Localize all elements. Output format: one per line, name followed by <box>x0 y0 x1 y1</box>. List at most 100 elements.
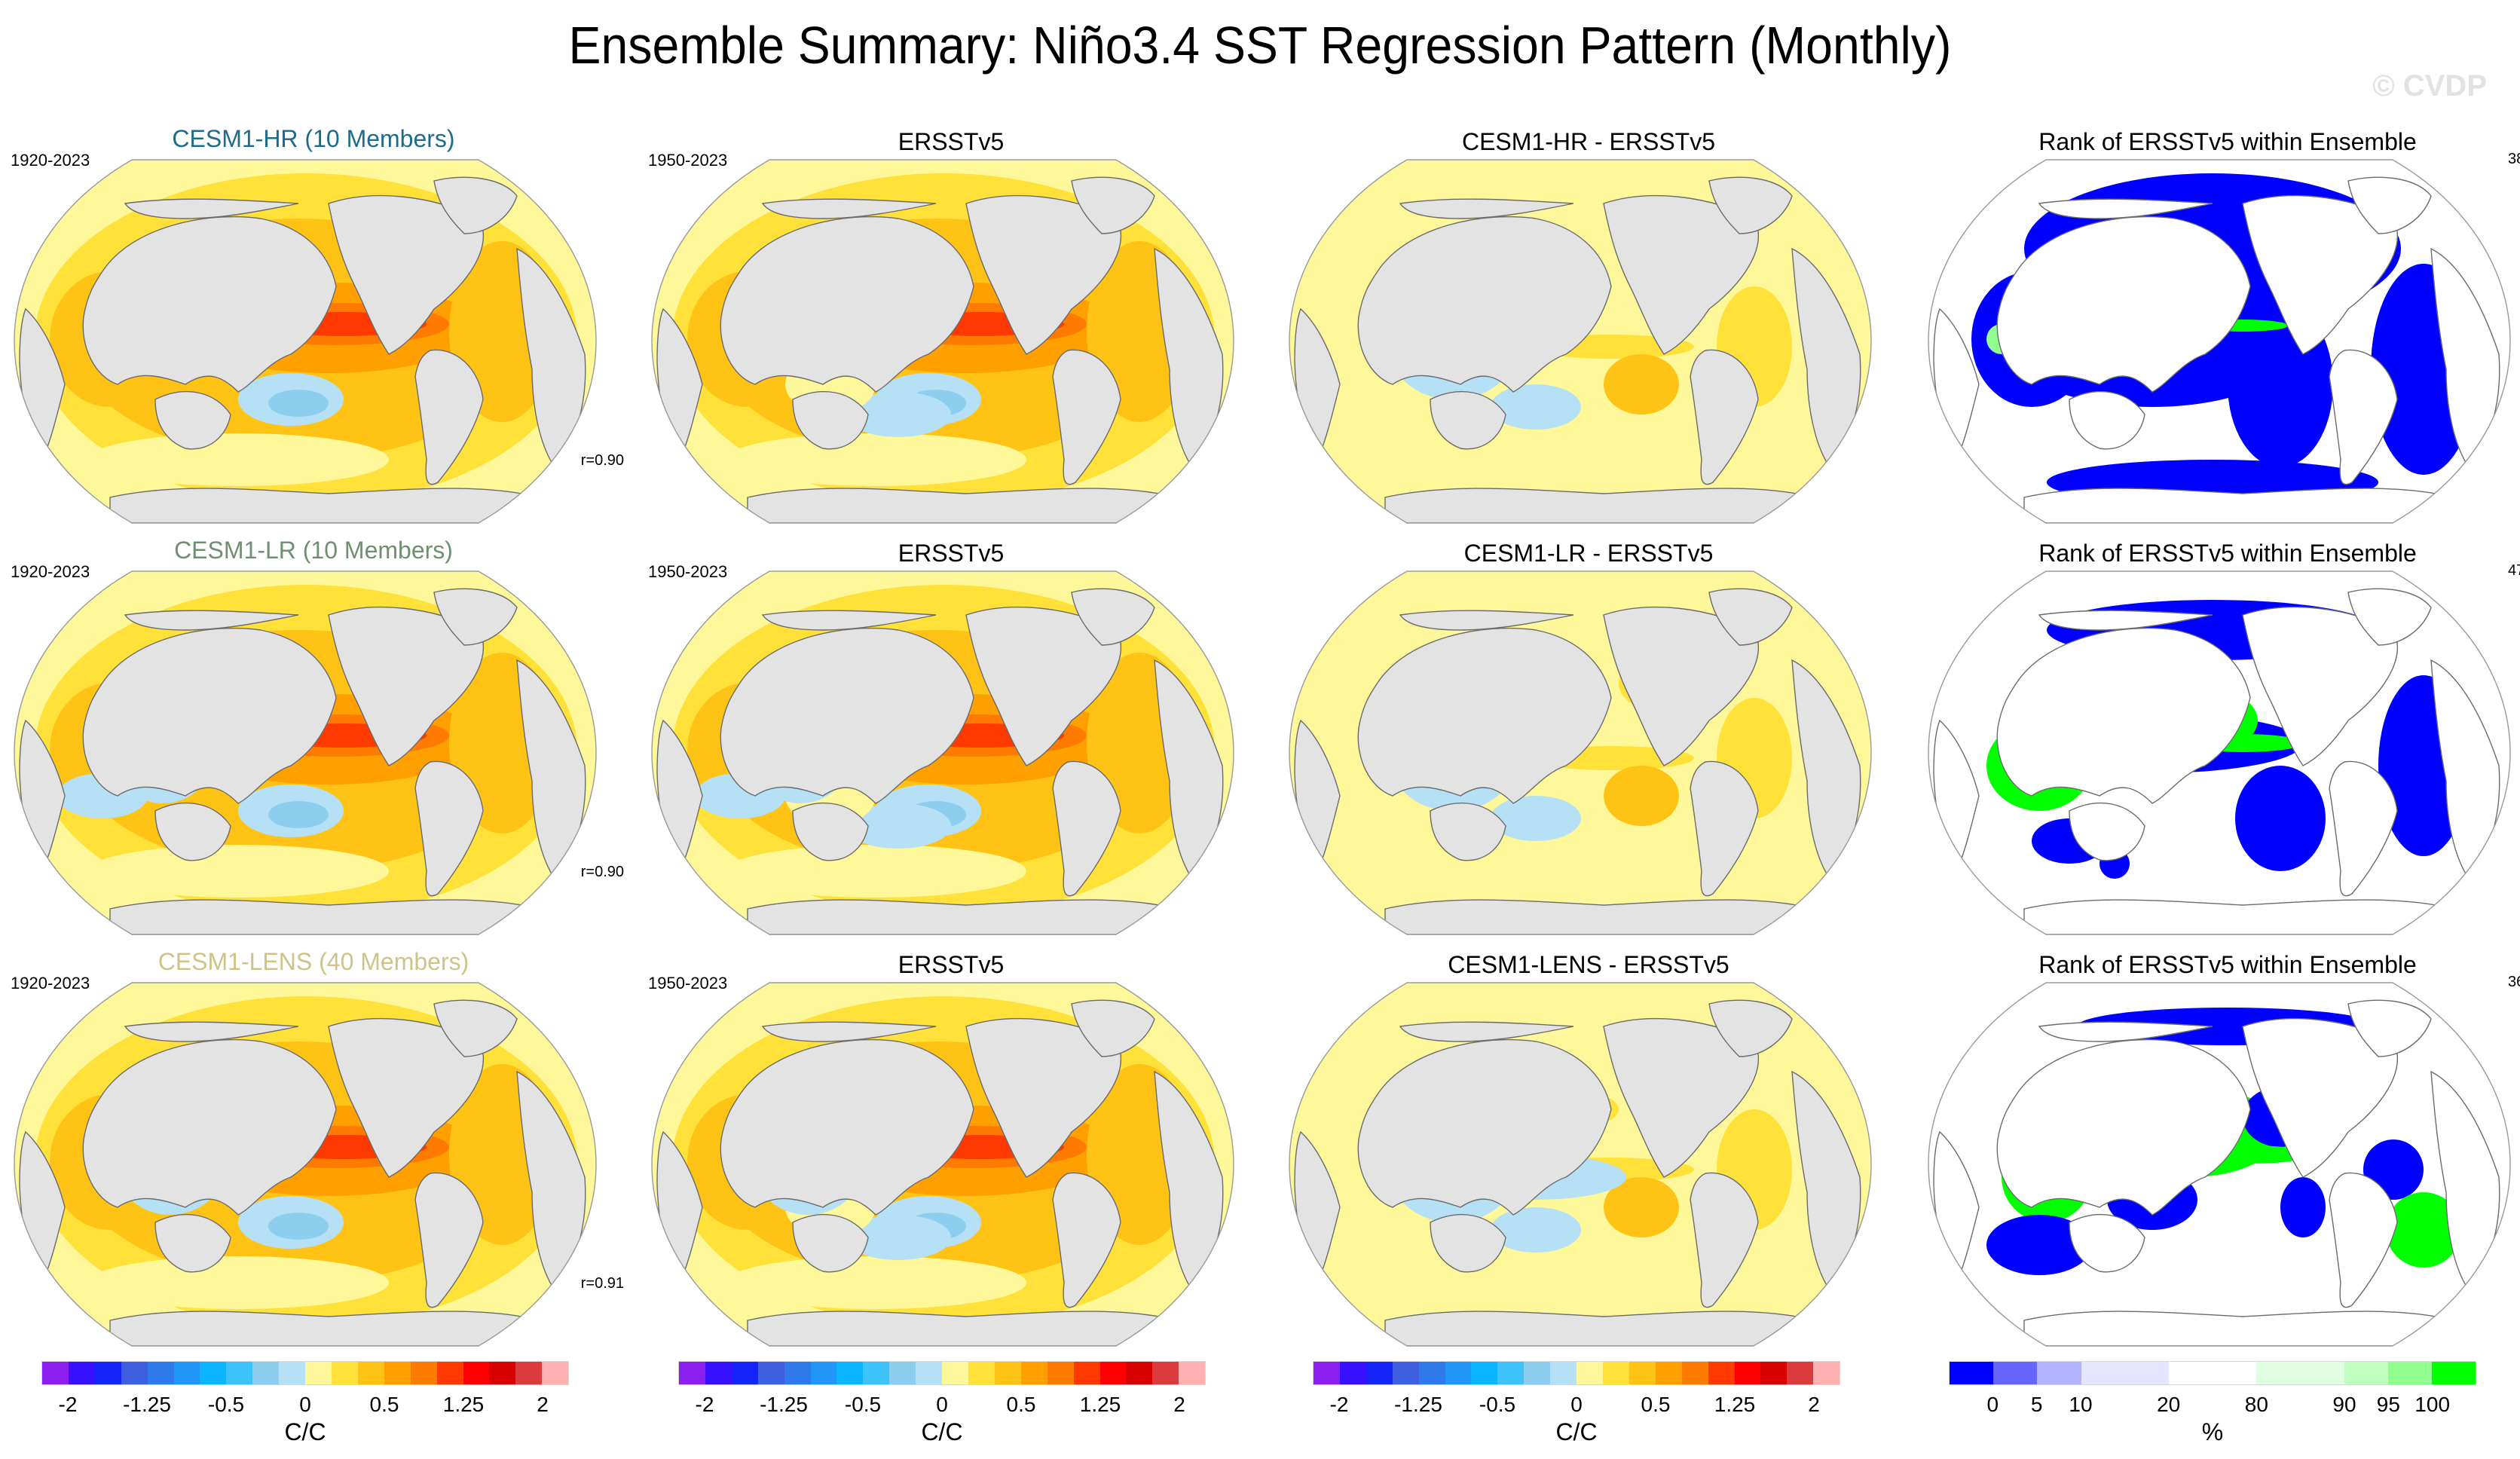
rank-region <box>2280 1177 2326 1237</box>
land-mass <box>2329 760 2398 897</box>
colorbar-box <box>489 1362 516 1384</box>
land-mass <box>414 1172 484 1308</box>
colorbar-unit-label: C/C <box>284 1418 326 1445</box>
land-mass <box>109 899 541 934</box>
colorbar-box <box>1497 1362 1525 1384</box>
colorbar-box <box>1550 1362 1577 1384</box>
colorbar-box <box>2344 1362 2388 1384</box>
land-mass <box>1399 1021 1574 1042</box>
colorbar-tick-label: -1.25 <box>760 1393 808 1416</box>
sst-contour-region <box>725 433 1026 486</box>
land-mass <box>1603 606 1759 766</box>
colorbar-box <box>1020 1362 1047 1384</box>
land-mass <box>792 1213 869 1273</box>
colorbar-box <box>68 1362 95 1384</box>
panel-row2-model: CESM1-LR (10 Members) 1920-2023 r=0.90 <box>11 532 624 939</box>
land-mass <box>2329 1172 2398 1308</box>
colorbar-tick-label: 5 <box>2030 1393 2043 1416</box>
land-mass <box>2023 1311 2455 1346</box>
land-mass <box>109 488 541 523</box>
sst-contour-region <box>1491 796 1581 841</box>
period-label: 1950-2023 <box>648 562 728 581</box>
colorbar-box <box>305 1362 332 1384</box>
land-mass <box>154 390 231 450</box>
sst-contour-region <box>725 845 1026 898</box>
panel-row1-model: CESM1-HR (10 Members) 1920-2023 r=0.90 <box>11 121 624 528</box>
sst-contour-region <box>1604 766 1679 826</box>
land-mass <box>328 194 484 355</box>
colorbar-box <box>679 1362 705 1384</box>
colorbar-box <box>942 1362 968 1384</box>
colorbar-box <box>1418 1362 1445 1384</box>
sst-contour-region <box>725 1256 1026 1309</box>
colorbar-box <box>994 1362 1021 1384</box>
land-mass <box>720 216 974 393</box>
colorbar-box <box>1152 1362 1179 1384</box>
colorbar-tick-label: -2 <box>695 1393 714 1416</box>
colorbar-boxes <box>1313 1361 1840 1385</box>
regression-colorbar: -2 -1.25 -0.5 0 0.5 1.25 2 C/C <box>678 1361 1206 1459</box>
land-mass <box>1708 588 1793 646</box>
land-mass <box>2242 1017 2398 1178</box>
regression-colorbar: -2 -1.25 -0.5 0 0.5 1.25 2 C/C <box>41 1361 569 1459</box>
colorbar-box <box>515 1362 543 1384</box>
land-mass <box>2347 588 2432 646</box>
cvdp-watermark: © CVDP <box>2372 69 2487 102</box>
map-border <box>14 159 597 524</box>
land-mass <box>1603 1017 1759 1178</box>
land-mass <box>1690 760 1759 897</box>
colorbar-box <box>1471 1362 1498 1384</box>
rank-map <box>1928 982 2511 1347</box>
sst-contour-region <box>87 1256 389 1309</box>
colorbar-box <box>1099 1362 1127 1384</box>
colorbar-unit-label: C/C <box>1555 1418 1598 1445</box>
colorbar-boxes <box>678 1361 1206 1385</box>
map-border <box>14 982 597 1347</box>
panel-title: Rank of ERSSTv5 within Ensemble <box>2038 128 2417 155</box>
land-mass <box>433 176 518 234</box>
land-mass <box>1430 1213 1506 1273</box>
colorbar-tick-label: -2 <box>58 1393 78 1416</box>
map-border <box>651 570 1234 935</box>
panel-title: CESM1-HR (10 Members) <box>172 125 455 152</box>
colorbar-tick-label: 0.5 <box>369 1393 399 1416</box>
land-mass <box>1384 1311 1816 1346</box>
land-mass <box>1052 760 1121 897</box>
rank-map <box>1928 159 2511 524</box>
colorbar-unit-label: % <box>2201 1418 2224 1445</box>
colorbar-box <box>357 1362 384 1384</box>
colorbar-tick-label: 2 <box>537 1393 549 1416</box>
panel-row3-model: CESM1-LENS (40 Members) 1920-2023 r=0.91 <box>11 944 624 1350</box>
colorbar-box <box>705 1362 732 1384</box>
colorbar-box <box>1602 1362 1629 1384</box>
panel-title: ERSSTv5 <box>898 128 1005 155</box>
land-mass <box>1384 899 1816 934</box>
colorbar-box <box>2168 1362 2257 1384</box>
land-mass <box>965 606 1121 766</box>
colorbar-box <box>252 1362 280 1384</box>
colorbar-tick-label: -0.5 <box>844 1393 882 1416</box>
land-mass <box>1430 390 1506 450</box>
land-mass <box>82 1038 337 1216</box>
figure-title: Ensemble Summary: Niño3.4 SST Regression… <box>568 16 1952 75</box>
land-mass <box>1690 1172 1759 1308</box>
colorbar-box <box>1993 1362 2038 1384</box>
colorbar-tick-label: 0 <box>936 1393 948 1416</box>
colorbar-box <box>279 1362 306 1384</box>
colorbar-box <box>410 1362 437 1384</box>
panel-row2-diff: CESM1-LR - ERSSTv5 <box>1287 532 1890 939</box>
land-mass <box>1384 488 1816 523</box>
period-label: 1920-2023 <box>11 974 90 993</box>
land-mass <box>1399 198 1574 219</box>
colorbar-tick-label: -1.25 <box>1394 1393 1442 1416</box>
land-mass <box>965 194 1121 355</box>
land-mass <box>2347 999 2432 1057</box>
period-label: 1950-2023 <box>648 974 728 993</box>
land-mass <box>433 588 518 646</box>
land-mass <box>792 802 869 861</box>
land-mass <box>747 488 1179 523</box>
land-mass <box>965 1017 1121 1178</box>
sst-contour-region <box>1491 384 1581 430</box>
panel-row3-diff: CESM1-LENS - ERSSTv5 <box>1287 944 1890 1350</box>
colorbar-boxes <box>1949 1361 2476 1385</box>
